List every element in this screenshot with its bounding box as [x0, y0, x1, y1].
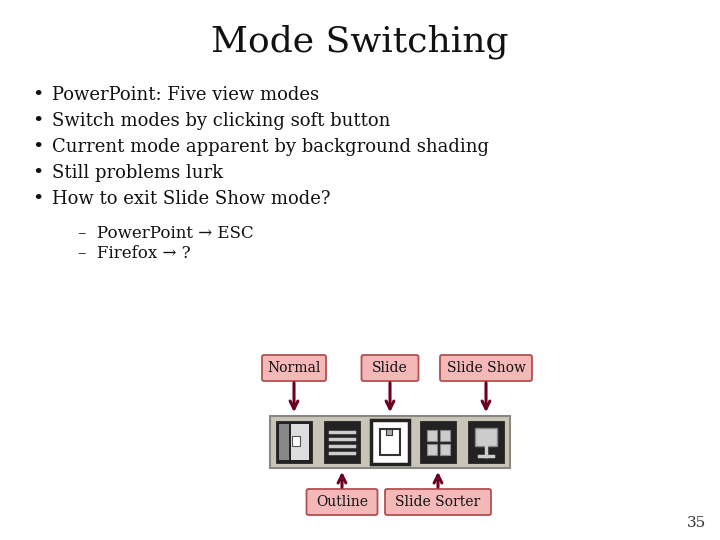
Bar [279, 424, 289, 460]
FancyBboxPatch shape [307, 489, 377, 515]
FancyBboxPatch shape [469, 422, 503, 462]
Text: Current mode apparent by background shading: Current mode apparent by background shad… [52, 138, 489, 156]
Text: •: • [32, 190, 44, 208]
Text: Normal: Normal [267, 361, 320, 375]
FancyBboxPatch shape [325, 422, 359, 462]
Text: How to exit Slide Show mode?: How to exit Slide Show mode? [52, 190, 330, 208]
Text: •: • [32, 138, 44, 156]
Text: Slide: Slide [372, 361, 408, 375]
Bar [440, 444, 450, 455]
Bar [475, 428, 497, 446]
Bar [292, 436, 300, 446]
Text: Switch modes by clicking soft button: Switch modes by clicking soft button [52, 112, 390, 130]
FancyBboxPatch shape [371, 420, 409, 464]
Text: Mode Switching: Mode Switching [211, 25, 509, 59]
Bar [427, 444, 437, 455]
FancyBboxPatch shape [361, 355, 418, 381]
Bar [380, 429, 400, 455]
Text: PowerPoint: Five view modes: PowerPoint: Five view modes [52, 86, 319, 104]
Text: –  Firefox → ?: – Firefox → ? [78, 245, 191, 261]
Text: Still problems lurk: Still problems lurk [52, 164, 223, 182]
FancyBboxPatch shape [277, 422, 311, 462]
Text: Outline: Outline [316, 495, 368, 509]
Text: •: • [32, 164, 44, 182]
Bar [291, 424, 309, 460]
Text: –  PowerPoint → ESC: – PowerPoint → ESC [78, 225, 253, 241]
FancyBboxPatch shape [385, 489, 491, 515]
Bar [440, 430, 450, 441]
FancyBboxPatch shape [440, 355, 532, 381]
FancyBboxPatch shape [270, 416, 510, 468]
Text: •: • [32, 86, 44, 104]
Text: Slide Show: Slide Show [446, 361, 526, 375]
Text: •: • [32, 112, 44, 130]
FancyBboxPatch shape [421, 422, 455, 462]
Text: 35: 35 [687, 516, 706, 530]
FancyBboxPatch shape [262, 355, 326, 381]
Bar [427, 430, 437, 441]
Bar [386, 429, 392, 435]
Text: Slide Sorter: Slide Sorter [395, 495, 481, 509]
